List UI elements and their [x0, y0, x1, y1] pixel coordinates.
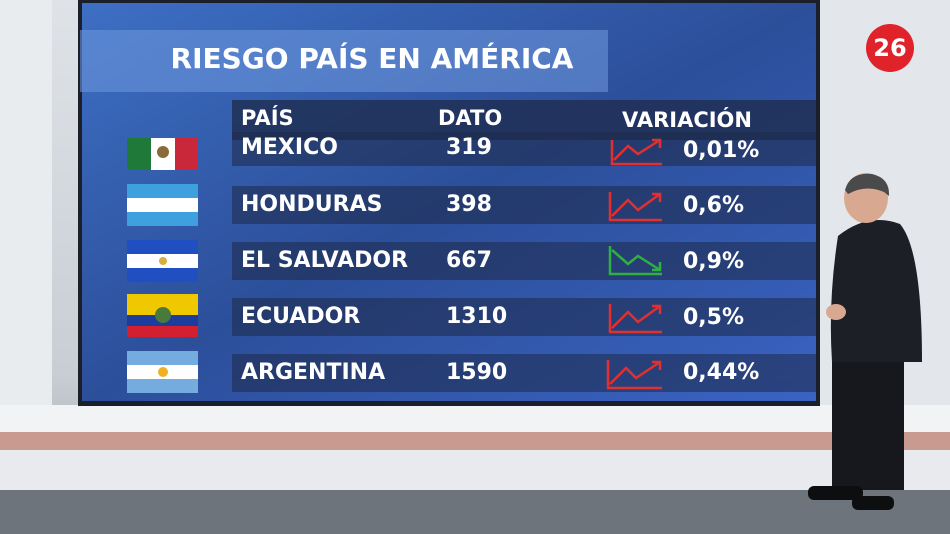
title-box	[80, 30, 608, 92]
variation: 0,9%	[683, 249, 744, 274]
floor	[0, 490, 950, 534]
country: EL SALVADOR	[241, 248, 408, 273]
flag-honduras	[127, 184, 198, 226]
stage-floor	[0, 450, 950, 490]
value: 398	[446, 192, 492, 217]
flag-ecuador	[127, 294, 198, 337]
logo-circle	[866, 24, 914, 72]
title: RIESGO PAÍS EN AMÉRICA	[171, 41, 574, 75]
trend-icons	[606, 138, 662, 390]
trend-up	[610, 138, 662, 166]
value: 667	[446, 248, 492, 273]
logo: 26	[873, 34, 906, 62]
stage-light	[0, 432, 950, 450]
header: DATO	[438, 106, 502, 130]
country: MEXICO	[241, 135, 338, 160]
header: PAÍS	[241, 105, 294, 130]
value: 319	[446, 135, 492, 160]
flag-mexico	[127, 138, 198, 170]
trend-down	[608, 246, 662, 276]
value: 1590	[446, 360, 507, 385]
flag-el-salvador	[127, 240, 198, 282]
header: VARIACIÓN	[622, 107, 752, 132]
country: ARGENTINA	[241, 360, 385, 385]
country: ECUADOR	[241, 304, 360, 329]
trend-up	[608, 304, 662, 334]
rows: MEXICO 319 0,01% HONDURAS 398 0,6% EL SA…	[241, 135, 759, 385]
row-bands	[232, 132, 816, 392]
flag-argentina	[127, 351, 198, 393]
trend-up	[608, 192, 662, 222]
country: HONDURAS	[241, 192, 382, 217]
trend-up	[606, 360, 662, 390]
studio-wall	[0, 0, 52, 410]
variation: 0,01%	[683, 138, 759, 163]
stage-step	[0, 405, 950, 433]
presenter	[808, 173, 922, 510]
variation: 0,5%	[683, 305, 744, 330]
variation: 0,44%	[683, 360, 759, 385]
variation: 0,6%	[683, 193, 744, 218]
value: 1310	[446, 304, 507, 329]
